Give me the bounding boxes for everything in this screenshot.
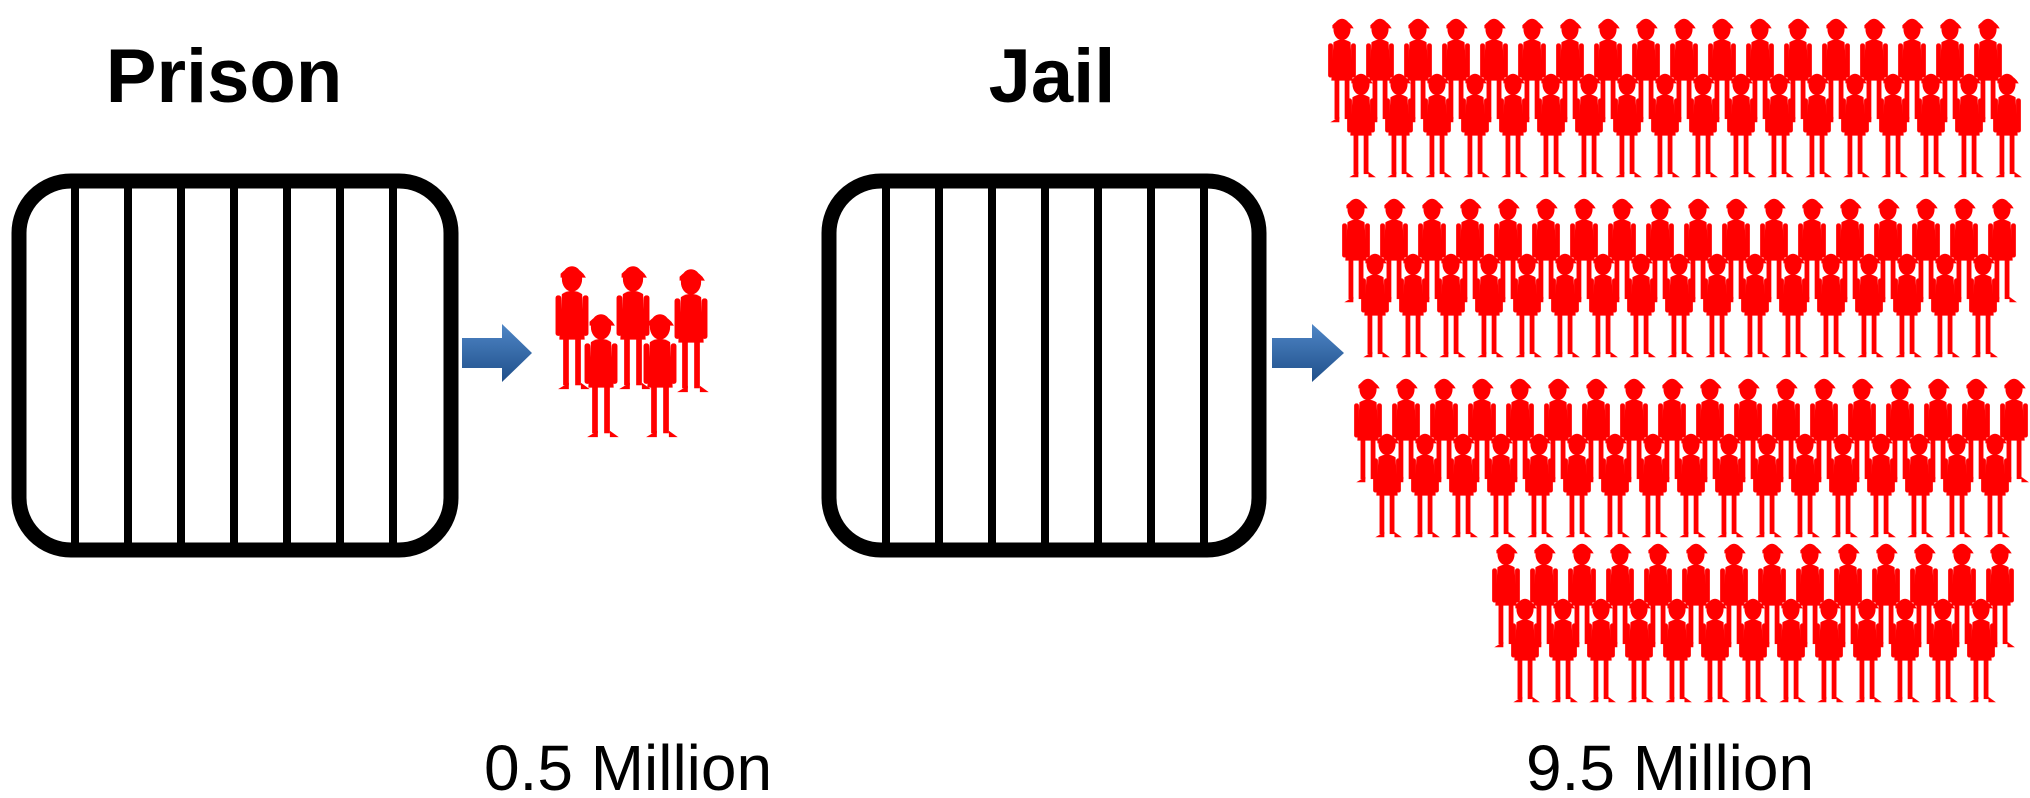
person-icon bbox=[1841, 74, 1870, 177]
person-icon bbox=[1587, 599, 1616, 702]
people-group bbox=[1328, 19, 2029, 702]
person-icon bbox=[1777, 599, 1806, 702]
panel-title: Prison bbox=[106, 34, 343, 119]
person-icon bbox=[1741, 254, 1770, 357]
person-icon bbox=[1701, 599, 1730, 702]
person-icon bbox=[1893, 254, 1922, 357]
count-label: 0.5 Million bbox=[484, 732, 772, 798]
person-icon bbox=[1511, 599, 1540, 702]
jail-cage bbox=[829, 181, 1259, 550]
arrow bbox=[1272, 324, 1344, 382]
person-icon bbox=[1549, 599, 1578, 702]
person-icon bbox=[1677, 434, 1706, 537]
person-icon bbox=[1499, 74, 1528, 177]
person-icon bbox=[1513, 254, 1542, 357]
person-icon bbox=[1639, 434, 1668, 537]
person-icon bbox=[1487, 434, 1516, 537]
person-icon bbox=[1589, 254, 1618, 357]
person-icon bbox=[1551, 254, 1580, 357]
person-icon bbox=[675, 269, 709, 392]
person-icon bbox=[1917, 74, 1946, 177]
person-icon bbox=[1399, 254, 1428, 357]
person-icon bbox=[1575, 74, 1604, 177]
diagram: Prison 0.5 Million Jail 9.5 Million bbox=[0, 0, 2030, 798]
person-icon bbox=[1867, 434, 1896, 537]
person-icon bbox=[1765, 74, 1794, 177]
person-icon bbox=[1815, 599, 1844, 702]
person-icon bbox=[1969, 254, 1998, 357]
person-icon bbox=[1817, 254, 1846, 357]
person-icon bbox=[1829, 434, 1858, 537]
count-label: 9.5 Million bbox=[1526, 732, 1814, 798]
person-icon bbox=[1943, 434, 1972, 537]
person-icon bbox=[1423, 74, 1452, 177]
panel-title: Jail bbox=[989, 34, 1116, 119]
person-icon bbox=[1981, 434, 2010, 537]
person-icon bbox=[1753, 434, 1782, 537]
person-icon bbox=[1537, 74, 1566, 177]
person-icon bbox=[1803, 74, 1832, 177]
person-icon bbox=[1931, 254, 1960, 357]
person-icon bbox=[1689, 74, 1718, 177]
person-icon bbox=[1475, 254, 1504, 357]
person-icon bbox=[1449, 434, 1478, 537]
person-icon bbox=[1779, 254, 1808, 357]
prison-cage bbox=[19, 181, 451, 550]
person-icon bbox=[1613, 74, 1642, 177]
person-icon bbox=[1411, 434, 1440, 537]
person-icon bbox=[585, 314, 619, 437]
person-icon bbox=[1855, 254, 1884, 357]
person-icon bbox=[1727, 74, 1756, 177]
person-icon bbox=[1739, 599, 1768, 702]
arrow bbox=[462, 324, 532, 382]
person-icon bbox=[1791, 434, 1820, 537]
people-group bbox=[556, 266, 709, 437]
person-icon bbox=[1461, 74, 1490, 177]
person-icon bbox=[1879, 74, 1908, 177]
person-icon bbox=[1665, 254, 1694, 357]
person-icon bbox=[1993, 74, 2022, 177]
person-icon bbox=[1563, 434, 1592, 537]
person-icon bbox=[1525, 434, 1554, 537]
person-icon bbox=[1437, 254, 1466, 357]
person-icon bbox=[1385, 74, 1414, 177]
person-icon bbox=[1373, 434, 1402, 537]
person-icon bbox=[1955, 74, 1984, 177]
person-icon bbox=[1905, 434, 1934, 537]
person-icon bbox=[1891, 599, 1920, 702]
person-icon bbox=[1929, 599, 1958, 702]
person-icon bbox=[1627, 254, 1656, 357]
person-icon bbox=[1967, 599, 1996, 702]
person-icon bbox=[1361, 254, 1390, 357]
person-icon bbox=[1651, 74, 1680, 177]
person-icon bbox=[1853, 599, 1882, 702]
person-icon bbox=[1715, 434, 1744, 537]
page: Prison 0.5 Million Jail 9.5 Million (() … bbox=[0, 0, 2030, 798]
person-icon bbox=[1347, 74, 1376, 177]
person-icon bbox=[1625, 599, 1654, 702]
person-icon bbox=[1601, 434, 1630, 537]
person-icon bbox=[1663, 599, 1692, 702]
person-icon bbox=[1703, 254, 1732, 357]
